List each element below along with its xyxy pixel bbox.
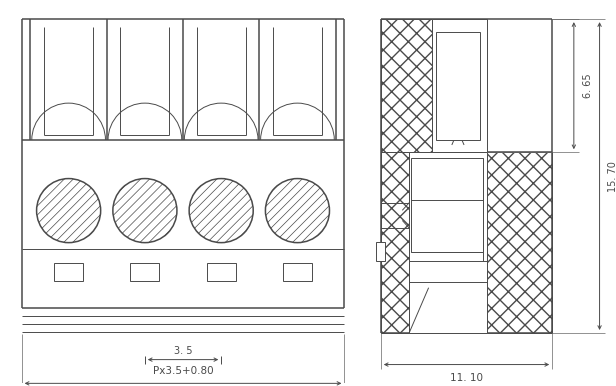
Bar <box>376 242 384 261</box>
Text: 11. 10: 11. 10 <box>450 373 483 383</box>
Bar <box>487 152 552 333</box>
Text: 3. 5: 3. 5 <box>174 346 192 356</box>
Bar <box>54 263 83 281</box>
Bar <box>283 263 312 281</box>
Bar <box>436 32 480 140</box>
Bar <box>381 19 432 152</box>
Bar <box>381 152 409 333</box>
Bar <box>409 152 487 333</box>
Bar <box>411 157 483 252</box>
Bar <box>207 263 236 281</box>
Text: 6. 65: 6. 65 <box>583 73 593 98</box>
Text: Px3.5+0.80: Px3.5+0.80 <box>153 366 213 376</box>
Bar <box>432 19 487 152</box>
Bar <box>131 263 160 281</box>
Text: 15. 70: 15. 70 <box>609 161 616 191</box>
